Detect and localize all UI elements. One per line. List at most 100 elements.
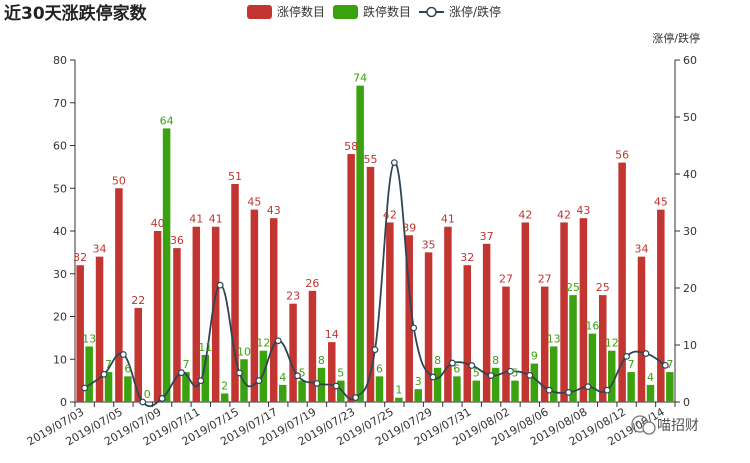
legend-label-ratio: 涨停/跌停 (449, 4, 501, 19)
bar-down-4 (162, 128, 171, 402)
ratio-point-27 (603, 386, 611, 394)
label-up-13: 14 (325, 328, 339, 341)
bar-up-25 (560, 222, 568, 402)
bar-down-17 (414, 389, 422, 402)
legend-marker-ratio (426, 6, 437, 18)
right-tick-label: 10 (683, 339, 697, 352)
bar-up-1 (95, 256, 104, 402)
left-tick-label: 60 (53, 140, 67, 153)
bar-up-6 (192, 226, 201, 402)
label-up-27: 25 (596, 281, 610, 294)
bar-down-18 (433, 367, 442, 402)
label-up-8: 51 (228, 170, 242, 183)
label-up-29: 34 (634, 243, 648, 256)
bar-down-27 (608, 350, 616, 402)
legend-item-up[interactable]: 涨停数目 (247, 4, 325, 19)
label-down-6: 11 (198, 341, 212, 354)
bar-down-16 (395, 397, 403, 402)
legend[interactable]: 涨停数目 跌停数目 涨停/跌停 (247, 4, 501, 19)
label-down-24: 13 (547, 332, 561, 345)
ratio-point-3 (139, 398, 147, 406)
left-tick-label: 0 (60, 396, 67, 409)
bar-up-18 (424, 252, 433, 402)
label-down-21: 8 (492, 354, 499, 367)
label-down-2: 6 (124, 362, 131, 375)
bar-down-0 (85, 346, 93, 402)
label-down-19: 6 (453, 362, 460, 375)
ratio-point-29 (642, 350, 650, 357)
label-down-26: 16 (585, 320, 599, 333)
bar-down-23 (530, 363, 539, 402)
label-up-1: 34 (93, 243, 107, 256)
ratio-point-11 (294, 372, 301, 380)
label-down-11: 5 (299, 367, 306, 380)
bar-down-25 (569, 295, 577, 402)
ratio-point-20 (468, 362, 476, 369)
label-down-13: 5 (337, 367, 344, 380)
bar-down-24 (549, 346, 558, 402)
label-up-12: 26 (305, 277, 319, 290)
label-down-12: 8 (318, 354, 325, 367)
bar-up-29 (637, 256, 646, 402)
label-down-14: 74 (353, 72, 367, 85)
legend-label-up: 涨停数目 (277, 4, 325, 19)
bar-down-2 (124, 376, 132, 402)
left-tick-label: 30 (53, 268, 67, 281)
label-up-7: 41 (209, 213, 223, 226)
label-down-10: 4 (279, 371, 286, 384)
label-down-0: 13 (82, 332, 96, 345)
label-up-22: 27 (499, 273, 513, 286)
bar-up-16 (386, 222, 394, 402)
bar-down-7 (220, 393, 229, 402)
label-up-17: 39 (402, 221, 416, 234)
label-up-28: 56 (615, 149, 629, 162)
bar-up-0 (76, 265, 84, 402)
ratio-point-19 (449, 359, 456, 367)
bar-down-14 (356, 85, 364, 403)
label-up-26: 43 (576, 204, 590, 217)
legend-item-down[interactable]: 跌停数目 (333, 4, 411, 19)
watermark: 喵招财 (631, 415, 699, 435)
label-down-25: 25 (566, 281, 580, 294)
ratio-point-9 (255, 377, 263, 385)
legend-item-ratio[interactable]: 涨停/跌停 (419, 4, 501, 19)
label-up-5: 36 (170, 234, 184, 247)
label-up-18: 35 (422, 238, 436, 251)
ratio-point-2 (119, 351, 127, 358)
bar-up-4 (153, 231, 162, 402)
ratio-point-25 (565, 389, 572, 396)
ratio-point-24 (545, 386, 553, 394)
bar-up-27 (599, 295, 607, 402)
bar-down-29 (646, 384, 655, 402)
label-up-24: 27 (538, 273, 552, 286)
ratio-point-14 (352, 394, 360, 401)
bar-up-30 (657, 209, 665, 402)
bar-up-28 (618, 162, 626, 402)
ratio-line (84, 161, 666, 408)
bar-up-17 (405, 235, 413, 402)
right-axis-name: 涨停/跌停 (652, 31, 700, 45)
label-down-7: 2 (221, 379, 228, 392)
bar-up-13 (328, 342, 336, 402)
label-down-27: 12 (605, 337, 619, 350)
label-down-16: 1 (395, 384, 402, 397)
ratio-point-22 (507, 367, 514, 375)
label-up-10: 43 (267, 204, 281, 217)
label-up-15: 55 (364, 153, 378, 166)
bar-down-10 (278, 384, 287, 402)
label-up-25: 42 (557, 208, 571, 221)
bar-up-11 (289, 303, 297, 402)
bar-up-21 (482, 243, 491, 402)
label-up-4: 40 (151, 217, 165, 230)
label-down-28: 7 (628, 358, 635, 371)
ratio-point-30 (661, 361, 669, 369)
chart-title: 近30天涨跌停家数 (4, 3, 148, 24)
label-down-8: 10 (237, 345, 251, 358)
bars (76, 85, 674, 403)
ratio-point-7 (216, 281, 224, 289)
ratio-point-13 (332, 382, 340, 390)
ratio-point-0 (81, 384, 89, 392)
bar-up-2 (115, 188, 123, 402)
right-tick-label: 20 (683, 282, 697, 295)
bar-down-22 (511, 380, 519, 402)
